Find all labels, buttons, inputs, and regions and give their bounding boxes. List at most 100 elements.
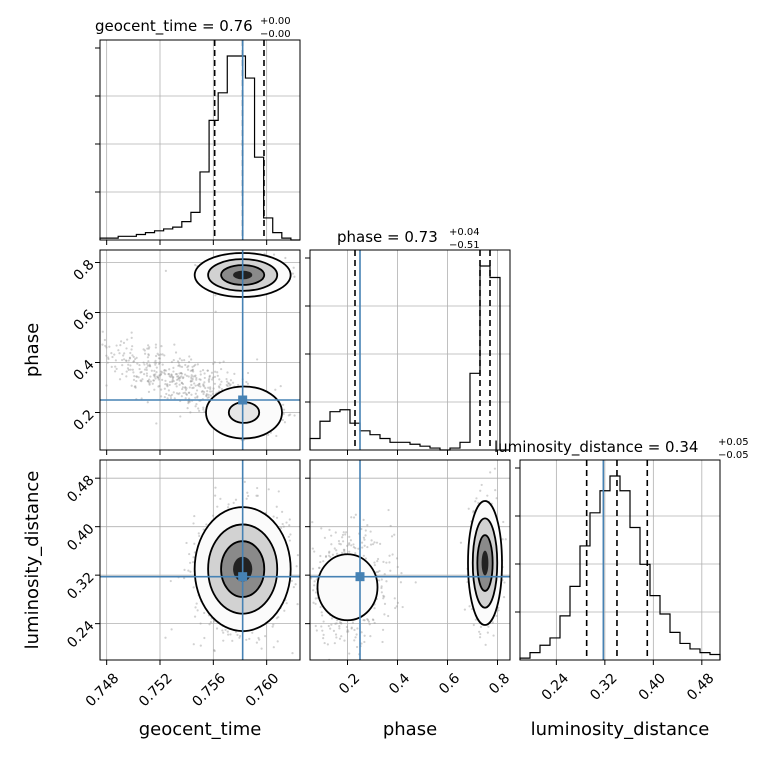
scatter-point	[311, 567, 315, 570]
scatter-point	[174, 373, 178, 376]
scatter-point	[376, 570, 380, 573]
scatter-point	[120, 358, 124, 362]
scatter-point	[170, 375, 174, 378]
scatter-point	[211, 392, 215, 396]
scatter-point	[231, 639, 234, 642]
scatter-point	[272, 646, 275, 649]
scatter-panel-geocent_time-luminosity_distance	[99, 459, 305, 661]
scatter-point	[338, 637, 342, 640]
scatter-point	[363, 619, 366, 622]
scatter-point	[134, 357, 137, 361]
scatter-point	[70, 353, 72, 355]
ylabel-luminosity-distance: luminosity_distance	[22, 471, 43, 650]
scatter-point	[297, 610, 299, 612]
x-tick-label: 0.6	[436, 670, 463, 697]
scatter-point	[190, 374, 193, 377]
scatter-point	[145, 368, 148, 372]
scatter-point	[381, 628, 385, 631]
scatter-point	[133, 375, 136, 378]
scatter-point	[301, 280, 303, 282]
scatter-point	[175, 392, 179, 395]
scatter-point	[387, 614, 390, 618]
scatter-point	[301, 556, 303, 558]
scatter-point	[258, 638, 261, 641]
scatter-point	[479, 625, 483, 629]
scatter-point	[363, 538, 366, 541]
scatter-point	[202, 384, 205, 387]
x-tick-label: 0.2	[336, 670, 363, 697]
scatter-point	[383, 613, 386, 616]
scatter-point	[494, 489, 497, 492]
x-tick-label: 0.760	[243, 670, 283, 710]
scatter-point	[160, 395, 163, 398]
scatter-point	[190, 376, 193, 379]
scatter-point	[346, 629, 349, 632]
scatter-point	[189, 411, 192, 414]
scatter-point	[155, 422, 158, 425]
histogram-luminosity_distance	[519, 475, 721, 660]
scatter-point	[340, 622, 343, 625]
scatter-point	[489, 471, 492, 474]
scatter-point	[292, 585, 295, 589]
scatter-point	[463, 608, 466, 611]
scatter-point	[179, 376, 182, 379]
scatter-point	[246, 382, 250, 385]
y-tick-label: 0.40	[64, 521, 97, 554]
scatter-point	[323, 536, 327, 539]
scatter-point	[245, 380, 248, 384]
scatter-point	[360, 527, 363, 531]
scatter-point	[139, 371, 142, 374]
scatter-point	[146, 401, 149, 404]
scatter-point	[174, 382, 177, 386]
scatter-point	[303, 565, 305, 567]
scatter-point	[225, 383, 228, 387]
scatter-point	[283, 609, 286, 612]
scatter-point	[180, 381, 183, 384]
scatter-point	[213, 649, 216, 653]
scatter-point	[366, 545, 369, 549]
scatter-point	[360, 631, 363, 634]
scatter-point	[130, 348, 133, 351]
scatter-point	[167, 373, 171, 376]
scatter-point	[323, 641, 326, 645]
scatter-point	[130, 384, 133, 387]
scatter-point	[185, 393, 188, 396]
scatter-point	[138, 367, 141, 371]
scatter-point	[178, 383, 181, 386]
scatter-point	[382, 594, 385, 597]
scatter-point	[383, 602, 387, 605]
scatter-point	[314, 591, 318, 594]
scatter-point	[189, 570, 192, 573]
scatter-point	[186, 407, 189, 410]
scatter-point	[181, 382, 185, 386]
scatter-point	[188, 391, 191, 394]
scatter-point	[395, 605, 398, 608]
scatter-point	[479, 632, 482, 636]
scatter-point	[290, 579, 294, 582]
scatter-point	[380, 585, 383, 588]
scatter-point	[167, 389, 170, 392]
scatter-point	[156, 376, 160, 379]
scatter-point	[277, 616, 280, 619]
scatter-point	[64, 355, 66, 357]
scatter-point	[260, 647, 263, 650]
scatter-point	[166, 397, 169, 400]
scatter-point	[184, 385, 187, 389]
scatter-point	[147, 380, 150, 384]
scatter-point	[180, 381, 183, 385]
scatter-point	[96, 380, 98, 382]
scatter-point	[114, 365, 117, 368]
scatter-point	[195, 376, 198, 380]
title-phase-minus: −0.51	[449, 240, 480, 251]
scatter-point	[143, 352, 147, 355]
scatter-point	[376, 560, 379, 563]
scatter-point	[190, 393, 193, 396]
scatter-point	[348, 550, 351, 553]
scatter-point	[363, 544, 366, 547]
scatter-point	[234, 498, 238, 501]
scatter-point	[153, 375, 156, 378]
scatter-point	[189, 561, 192, 564]
scatter-point	[347, 630, 350, 633]
scatter-point	[163, 395, 166, 399]
scatter-point	[322, 560, 325, 563]
